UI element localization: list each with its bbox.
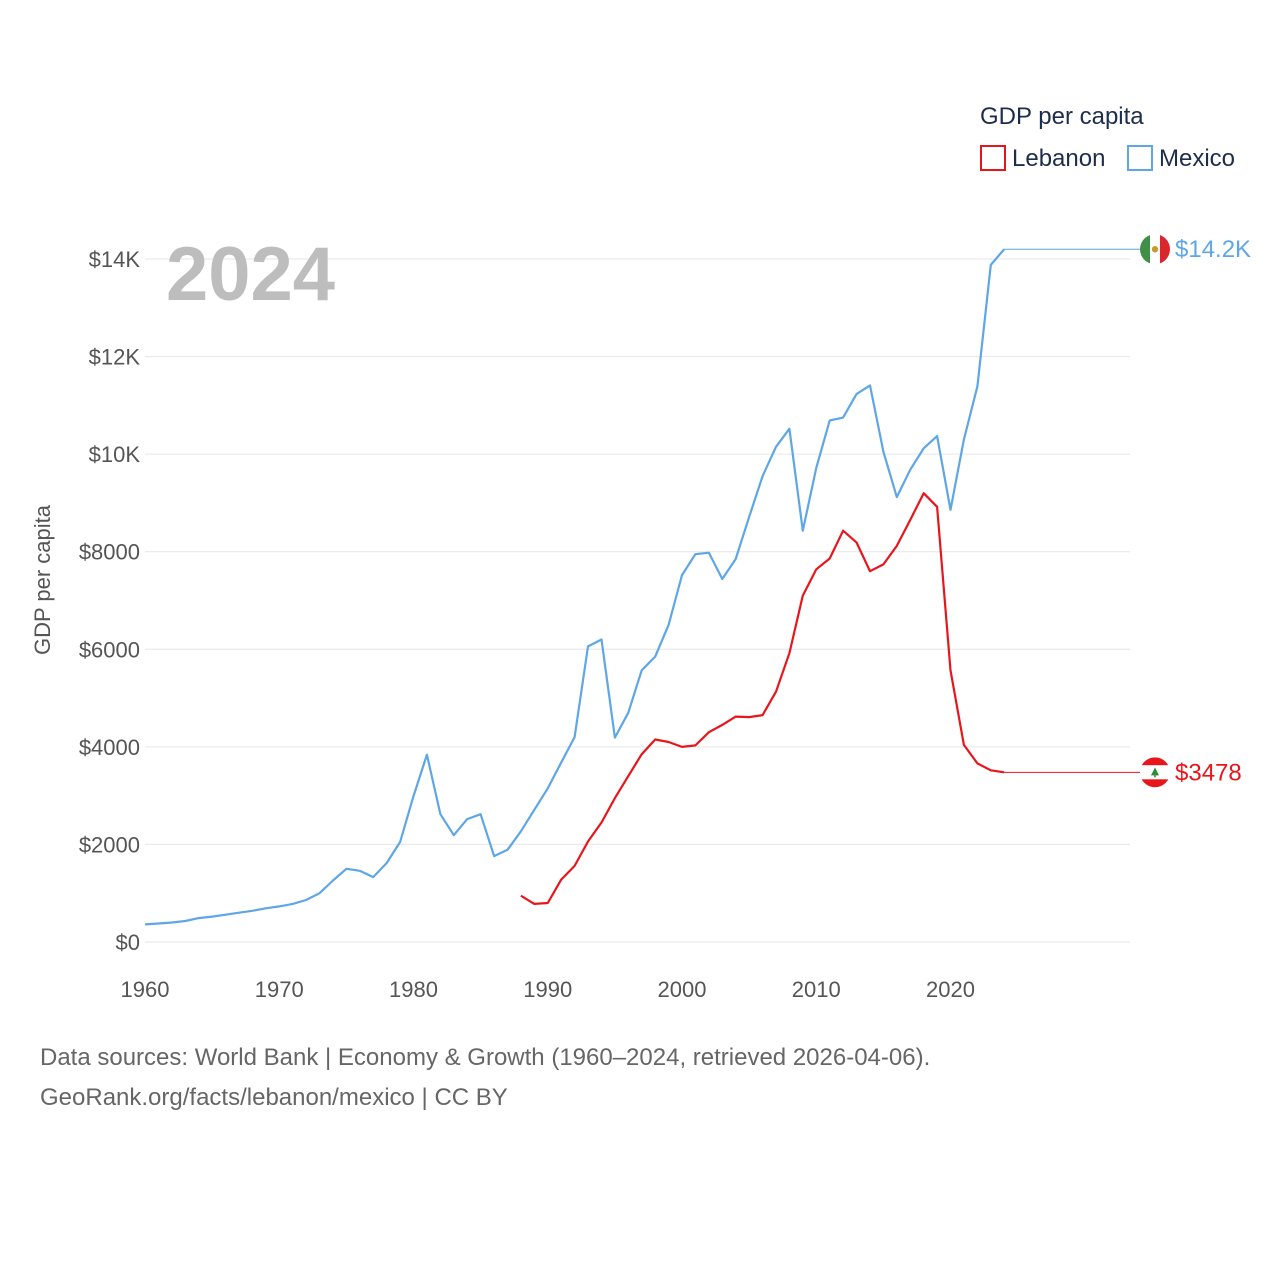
y-tick-label: $2000 [79,832,140,857]
mexico-flag-icon [1140,234,1170,265]
lebanon-flag-icon [1140,757,1170,788]
x-tick-label: 1990 [523,977,572,1002]
end-markers: $14.2K $3478 [1140,234,1251,788]
x-axis-ticks: 1960 1970 1980 1990 2000 2010 2020 [121,977,975,1002]
data-source-note: Data sources: World Bank | Economy & Gro… [40,1044,931,1071]
legend-label-mexico[interactable]: Mexico [1159,145,1235,172]
x-tick-label: 1970 [255,977,304,1002]
legend-swatch-mexico[interactable] [1127,145,1153,171]
x-tick-label: 1960 [121,977,170,1002]
y-axis-title: GDP per capita [30,504,55,655]
source-url: GeoRank.org/facts/lebanon/mexico | CC BY [40,1084,508,1111]
gdp-line-chart: GDP per capita Lebanon Mexico $0 $2000 $40… [30,103,1251,1002]
y-tick-label: $4000 [79,735,140,760]
legend: GDP per capita Lebanon Mexico [980,103,1235,172]
y-tick-label: $0 [116,930,140,955]
legend-label-lebanon[interactable]: Lebanon [1012,145,1105,172]
y-tick-label: $14K [89,247,141,272]
x-tick-label: 2000 [658,977,707,1002]
y-tick-label: $6000 [79,637,140,662]
grid-lines [145,258,1130,943]
x-tick-label: 2020 [926,977,975,1002]
series-layer [144,248,1140,926]
x-tick-label: 1980 [389,977,438,1002]
series-line-lebanon[interactable] [520,492,1005,906]
legend-title: GDP per capita [980,103,1144,130]
y-tick-label: $12K [89,345,141,370]
legend-swatch-lebanon[interactable] [980,145,1006,171]
y-axis-ticks: $0 $2000 $4000 $6000 $8000 $10K $12K $14K [79,247,141,955]
y-tick-label: $8000 [79,540,140,565]
series-line-mexico[interactable] [144,248,1006,926]
year-label: 2024 [166,232,335,317]
mexico-end-value: $14.2K [1175,236,1251,263]
x-tick-label: 2010 [792,977,841,1002]
y-tick-label: $10K [89,442,141,467]
lebanon-end-value: $3478 [1175,759,1242,786]
